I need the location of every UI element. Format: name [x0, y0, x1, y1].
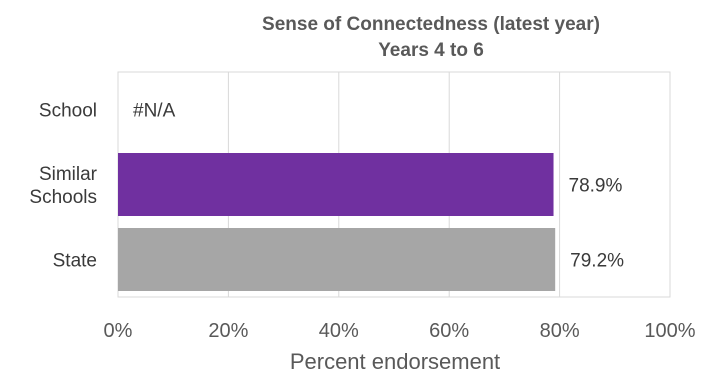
- bar: [118, 153, 554, 216]
- x-tick-label: 0%: [104, 320, 133, 342]
- category-label: State: [53, 251, 97, 272]
- x-tick-label: 80%: [540, 320, 580, 342]
- x-axis-label: Percent endorsement: [290, 349, 500, 374]
- category-label: School: [39, 101, 97, 122]
- bar: [118, 228, 556, 291]
- chart-title: Sense of Connectedness (latest year): [262, 14, 600, 35]
- data-label: 79.2%: [570, 251, 624, 272]
- data-label: 78.9%: [569, 176, 623, 197]
- chart-subtitle: Years 4 to 6: [378, 40, 484, 61]
- data-label: #N/A: [133, 101, 176, 122]
- category-label: Similar Schools: [29, 164, 97, 208]
- x-tick-label: 100%: [644, 320, 695, 342]
- x-tick-label: 40%: [319, 320, 359, 342]
- x-tick-label: 20%: [208, 320, 248, 342]
- x-tick-label: 60%: [429, 320, 469, 342]
- plot-area: 0% 20% 40% 60% 80% 100% #N/A School 78.9% Similar…: [29, 71, 696, 342]
